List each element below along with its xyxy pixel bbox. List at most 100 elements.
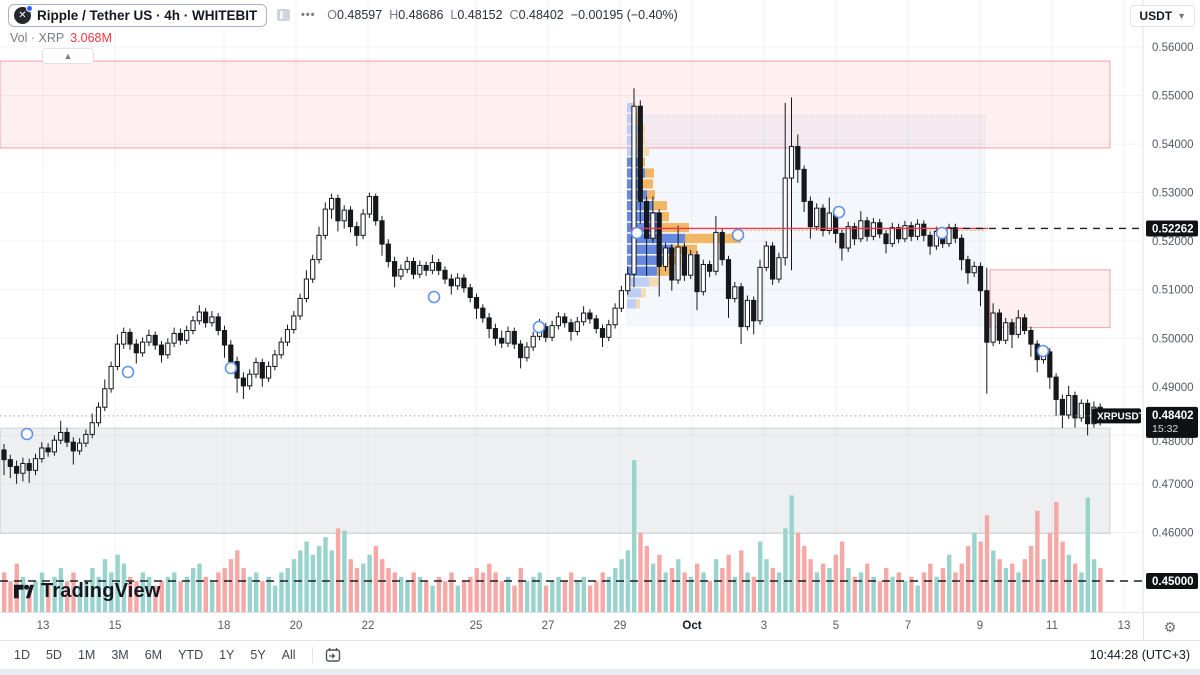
time-tick: 25 <box>469 620 483 632</box>
candle-up <box>826 212 832 232</box>
pane-collapse-button[interactable]: ▲ <box>42 48 94 64</box>
circle-marker[interactable] <box>121 365 135 379</box>
candle-down <box>467 287 473 298</box>
volume-bar <box>613 568 618 612</box>
volume-bar <box>1028 546 1034 612</box>
range-button-all[interactable]: All <box>281 648 296 662</box>
candle-down <box>240 377 247 387</box>
circle-marker[interactable] <box>630 226 644 240</box>
range-button-ytd[interactable]: YTD <box>178 648 204 662</box>
volume-bar <box>323 537 328 612</box>
volume-bar <box>720 568 725 612</box>
candle-down <box>637 105 643 202</box>
volume-bar <box>1073 563 1078 612</box>
high-value: 0.48686 <box>398 8 444 22</box>
candle-down <box>694 254 700 293</box>
volume-bar <box>821 563 826 612</box>
profile-row-orange <box>636 299 640 309</box>
svg-text:0.52262: 0.52262 <box>1152 223 1194 235</box>
time-tick: 9 <box>976 620 984 632</box>
time-tick: 22 <box>361 620 375 632</box>
volume-bar <box>228 559 234 612</box>
profile-row-blue <box>627 266 657 276</box>
volume-bar <box>83 581 89 612</box>
range-button-1d[interactable]: 1D <box>14 648 30 662</box>
volume-bar <box>329 550 334 612</box>
candle-down <box>719 231 725 261</box>
volume-bar <box>146 576 152 612</box>
volume-value: 3.068M <box>70 31 112 45</box>
tradingview-logo[interactable]: TradingView <box>12 580 161 603</box>
volume-bar <box>669 568 675 612</box>
range-button-6m[interactable]: 6M <box>144 648 163 662</box>
price-tick: 0.53000 <box>1152 188 1194 200</box>
candle-up <box>341 209 347 222</box>
supply-zone-top <box>0 60 1111 149</box>
candle-up <box>89 422 95 435</box>
volume-bar <box>8 581 13 612</box>
volume-bar <box>808 559 813 612</box>
candle-up <box>757 266 763 322</box>
time-axis[interactable]: ⚙ 13 15 18 20 22 25 27 29 Oct 3 5 7 9 11 13 <box>0 612 1200 641</box>
xrp-logo-icon: ✕ <box>14 4 33 24</box>
circle-marker[interactable] <box>427 290 441 304</box>
volume-bar <box>947 554 952 612</box>
candle-up <box>549 325 555 338</box>
circle-marker[interactable] <box>20 427 34 441</box>
axis-settings-gear-icon[interactable]: ⚙ <box>1163 618 1177 635</box>
volume-bar <box>940 568 946 612</box>
chart-canvas[interactable]: 0.56000 0.55000 0.54000 0.53000 0.52000 0.510… <box>0 0 1200 612</box>
range-button-3m[interactable]: 3M <box>111 648 129 662</box>
candle-down <box>7 459 13 467</box>
candle-down <box>587 312 593 320</box>
volume-bar <box>858 572 864 612</box>
circle-marker[interactable] <box>731 228 745 242</box>
volume-bar <box>1016 572 1021 612</box>
candle-down <box>518 343 524 359</box>
volume-bar <box>556 576 561 612</box>
symbol-button[interactable]: ✕ Ripple / Tether US · 4h · WHITEBIT <box>8 3 268 27</box>
range-button-5y[interactable]: 5Y <box>250 648 266 662</box>
volume-bar <box>417 576 423 612</box>
candle-up <box>366 196 372 215</box>
candle-down <box>127 331 133 345</box>
candle-down <box>725 259 732 299</box>
range-button-1y[interactable]: 1Y <box>219 648 235 662</box>
candle-up <box>618 290 624 309</box>
price-tick: 0.54000 <box>1152 139 1194 151</box>
profile-row-blue <box>627 103 633 113</box>
range-button-1m[interactable]: 1M <box>77 648 96 662</box>
candle-down <box>977 265 984 292</box>
candle-down <box>1053 376 1059 400</box>
candle-up <box>329 197 335 210</box>
circle-marker[interactable] <box>1036 344 1050 358</box>
legend-panel-icon[interactable] <box>274 6 292 24</box>
circle-marker[interactable] <box>832 205 846 219</box>
volume-bar <box>707 581 712 612</box>
candle-up <box>555 316 561 327</box>
circle-marker[interactable] <box>935 226 949 240</box>
volume-bar <box>102 559 108 612</box>
price-axis[interactable]: 0.56000 0.55000 0.54000 0.53000 0.52000 0.510… <box>1142 0 1200 612</box>
candle-up <box>971 265 977 274</box>
price-tick: 0.51000 <box>1152 285 1194 297</box>
volume-bar <box>52 576 57 612</box>
volume-bar <box>184 576 190 612</box>
currency-selector[interactable]: USDT ▼ <box>1130 5 1195 27</box>
candle-up <box>196 311 202 322</box>
volume-bar <box>896 572 901 612</box>
volume-bar <box>121 563 127 612</box>
candle-down <box>448 278 454 287</box>
volume-bar <box>657 554 662 612</box>
go-to-date-button[interactable] <box>321 645 346 665</box>
volume-bar <box>411 572 416 612</box>
volume-bar <box>310 554 316 612</box>
volume-bar <box>172 572 177 612</box>
range-button-5d[interactable]: 5D <box>45 648 62 662</box>
clock-timezone[interactable]: 10:44:28 (UTC+3) <box>1089 648 1190 662</box>
circle-marker[interactable] <box>532 320 546 334</box>
volume-bar <box>348 559 353 612</box>
circle-marker[interactable] <box>224 361 238 375</box>
more-options-icon[interactable]: ••• <box>300 9 316 21</box>
volume-bar <box>537 572 542 612</box>
